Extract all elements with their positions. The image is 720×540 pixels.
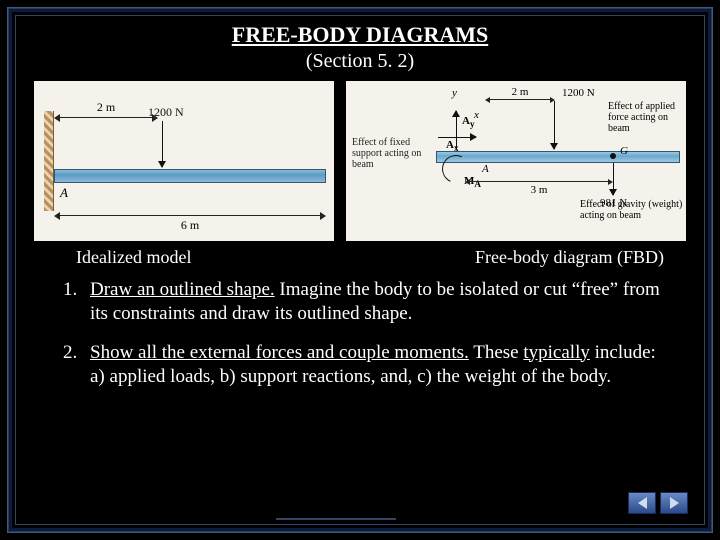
caption-left: Idealized model [76,247,191,268]
arrow-left-icon [638,497,647,509]
caption-right: Free-body diagram (FBD) [475,247,664,268]
point-a-right: A [482,163,489,175]
step-1-lead: Draw an outlined shape. [90,279,275,300]
g-point [610,153,616,159]
effect-applied-text: Effect of applied force acting on beam [608,101,682,134]
figure-fbd: y x Ay Ax MA Effect of fixed support act… [346,81,686,241]
ay-label: Ay [462,115,475,129]
beam-right [436,151,680,163]
force-1200-arrow-left [162,121,163,167]
step-2: Show all the external forces and couple … [82,341,668,390]
page-subtitle: (Section 5. 2) [16,50,704,73]
page-title: FREE-BODY DIAGRAMS [16,16,704,48]
point-a-left: A [60,185,68,201]
force-1200-label-left: 1200 N [148,105,184,120]
steps-list: Draw an outlined shape. Imagine the body… [16,268,704,389]
beam-left [54,169,326,183]
dim-3m-label: 3 m [528,184,551,196]
weight-arrow [613,163,614,195]
dim-2m-label: 2 m [95,100,117,114]
figure-idealized-model: 2 m 1200 N A 6 m [34,81,334,241]
dimension-6m: 6 m [58,215,322,231]
slide-inner: FREE-BODY DIAGRAMS (Section 5. 2) 2 m 12… [15,15,705,525]
dimension-2m-right: 2 m [488,99,552,112]
prev-button[interactable] [628,492,656,514]
captions-row: Idealized model Free-body diagram (FBD) [16,241,704,268]
step-2-body-a: These [469,342,524,363]
step-2-lead: Show all the external forces and couple … [90,342,469,363]
g-label: G [620,145,628,157]
bottom-accent [276,518,396,520]
wall-hatch [44,111,54,211]
slide-frame: FREE-BODY DIAGRAMS (Section 5. 2) 2 m 12… [8,8,712,532]
ax-arrow [438,137,476,138]
axis-y-label: y [452,87,457,99]
dimension-3m: 3 m [468,181,610,194]
nav-controls [628,492,688,514]
effect-gravity-text: Effect of gravity (weight) acting on bea… [580,199,684,221]
dimension-2m-left: 2 m [58,117,154,133]
figures-row: 2 m 1200 N A 6 m y x Ay Ax MA Effect of … [16,73,704,241]
dim-2m-r-label: 2 m [510,86,531,98]
dim-6m-label: 6 m [177,218,203,232]
ax-label: Ax [446,139,459,153]
effect-fixed-text: Effect of fixed support acting on beam [352,137,432,170]
step-2-typically: typically [523,342,589,363]
force-1200-label-right: 1200 N [562,87,595,99]
force-1200-arrow-right [554,101,555,149]
next-button[interactable] [660,492,688,514]
step-1: Draw an outlined shape. Imagine the body… [82,278,668,327]
arrow-right-icon [670,497,679,509]
